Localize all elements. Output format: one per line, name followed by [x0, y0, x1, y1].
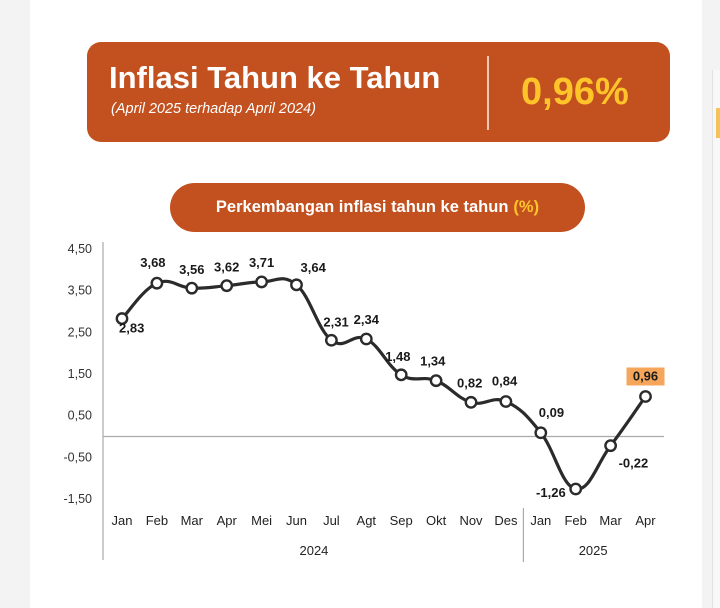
chart-series	[115, 275, 652, 496]
data-value-label: 0,82	[457, 375, 482, 390]
data-point	[569, 482, 583, 496]
data-value-label: 3,62	[214, 260, 239, 275]
header-title: Inflasi Tahun ke Tahun	[109, 60, 441, 95]
header-banner: Inflasi Tahun ke Tahun (April 2025 terha…	[87, 42, 670, 142]
y-tick-label: 1,50	[68, 367, 92, 381]
x-tick-label: Sep	[390, 513, 413, 528]
data-point	[220, 279, 234, 293]
x-tick-label: Feb	[564, 513, 586, 528]
data-point	[255, 275, 268, 289]
y-tick-label: 3,50	[68, 284, 92, 298]
chart-axes: 4,50 3,50 2,50 1,50 0,50 -0,50 -1,50 Jan Feb Mar A…	[64, 242, 664, 562]
x-tick-label: Des	[494, 513, 518, 528]
data-value-label: 1,34	[420, 354, 446, 369]
x-tick-label: Jan	[112, 513, 133, 528]
data-point	[185, 281, 199, 295]
header-subtitle: (April 2025 terhadap April 2024)	[111, 101, 317, 117]
data-point	[639, 390, 652, 403]
data-point	[429, 374, 443, 388]
year-group-label: 2025	[579, 543, 608, 558]
adjacent-panel-accent	[716, 108, 720, 138]
data-point	[290, 278, 303, 292]
data-value-label: 2,34	[354, 312, 380, 327]
x-tick-label: Nov	[459, 513, 483, 528]
data-value-label: 0,96	[633, 369, 658, 384]
y-tick-label: 4,50	[68, 242, 92, 256]
data-value-label: 3,56	[179, 262, 204, 277]
y-tick-label: -0,50	[64, 450, 93, 464]
data-value-label: 3,71	[249, 255, 274, 270]
x-tick-label: Apr	[635, 513, 656, 528]
data-point	[115, 312, 129, 325]
x-tick-label: Apr	[217, 513, 238, 528]
data-point	[359, 332, 373, 346]
data-point	[150, 276, 164, 290]
data-point	[394, 368, 408, 382]
adjacent-panel-edge	[712, 70, 720, 608]
x-tick-label: Jun	[286, 513, 307, 528]
data-point	[534, 426, 548, 440]
data-point	[464, 395, 478, 409]
data-value-label: 2,83	[119, 321, 144, 336]
data-point	[324, 333, 338, 347]
x-tick-label: Agt	[357, 513, 377, 528]
x-tick-label: Mar	[599, 513, 622, 528]
y-tick-label: -1,50	[64, 492, 93, 506]
y-tick-label: 2,50	[68, 325, 92, 339]
chart-labels: 2,83 3,68 3,56 3,62 3,71 3,64 2,31 2,34 1,48 1,34…	[119, 255, 665, 500]
latest-value-highlight	[626, 367, 665, 386]
x-tick-label: Mar	[181, 513, 204, 528]
data-value-label: -0,22	[619, 456, 649, 471]
chart-section-title-text: Perkembangan inflasi tahun ke tahun	[215, 198, 509, 216]
data-value-label: 1,48	[385, 349, 410, 364]
x-tick-label: Feb	[146, 513, 168, 528]
data-value-label: 0,09	[539, 405, 564, 420]
x-tick-label: Jul	[323, 513, 340, 528]
x-tick-label: Mei	[251, 513, 272, 528]
y-tick-label: 0,50	[68, 409, 92, 423]
data-value-label: 3,68	[140, 255, 165, 270]
data-value-label: 0,84	[492, 374, 518, 389]
data-value-label: -1,26	[536, 485, 566, 500]
chart-section-unit: (%)	[513, 198, 540, 216]
data-point	[604, 439, 617, 453]
x-tick-label: Okt	[426, 513, 447, 528]
year-group-label: 2024	[299, 543, 328, 558]
x-tick-label: Jan	[530, 513, 551, 528]
series-line	[120, 277, 647, 491]
chart-section-title: Perkembangan inflasi tahun ke tahun (%)	[170, 183, 585, 232]
header-inflation-value: 0,96%	[521, 71, 629, 113]
data-point	[499, 395, 513, 408]
data-value-label: 2,31	[323, 314, 348, 329]
header-divider	[487, 56, 489, 130]
data-value-label: 3,64	[301, 260, 327, 275]
